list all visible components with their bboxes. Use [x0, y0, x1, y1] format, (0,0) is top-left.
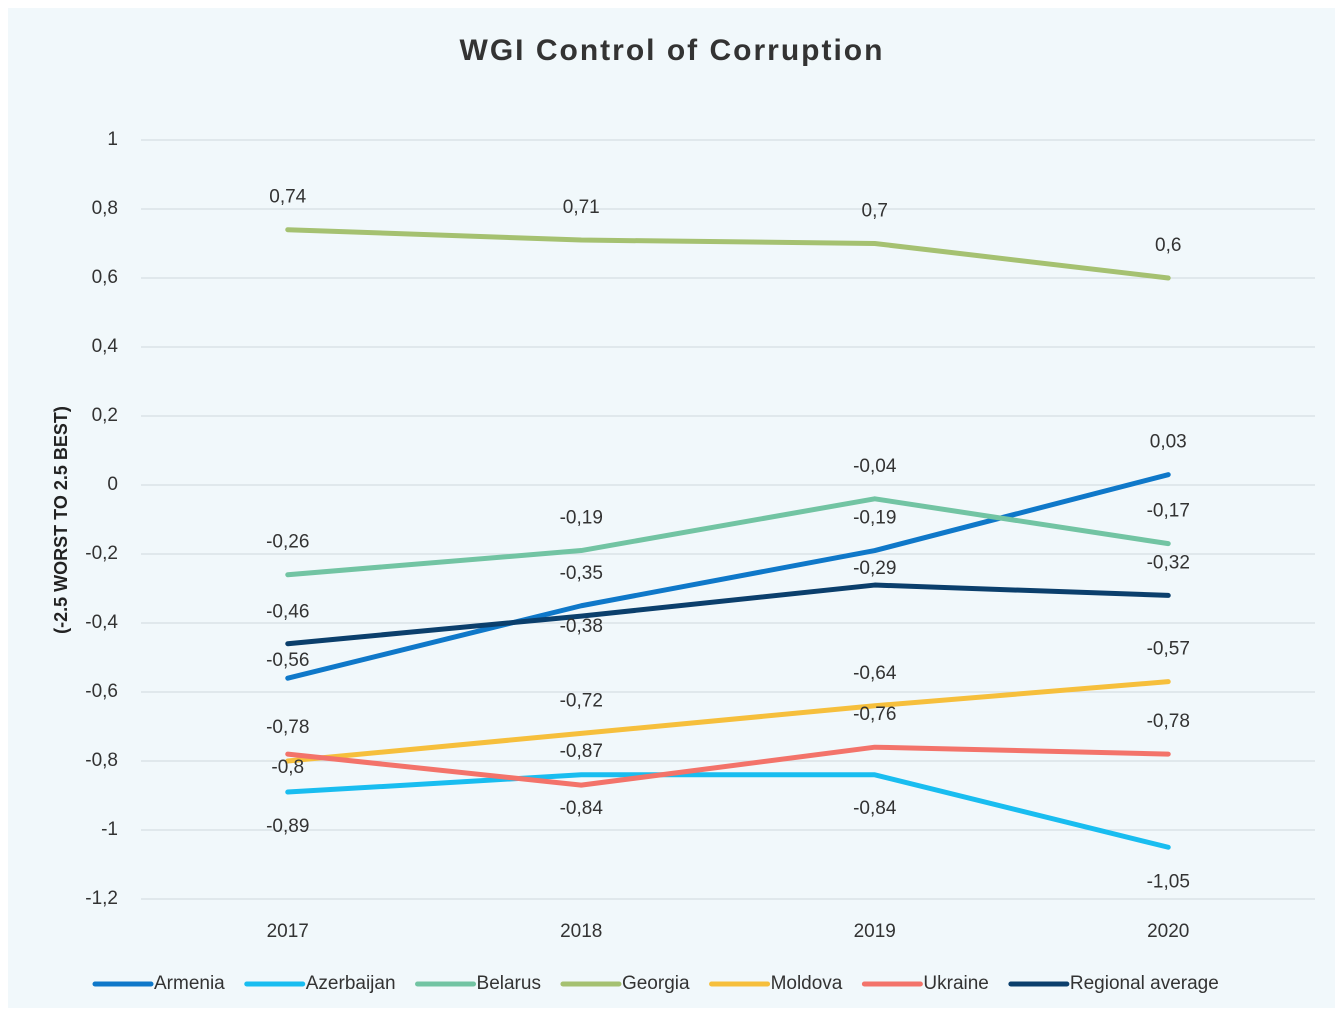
legend-label: Azerbaijan [306, 973, 396, 994]
series-line [285, 496, 1171, 578]
data-label: 0,74 [269, 187, 306, 208]
data-label: 0,71 [563, 197, 600, 218]
data-label: -0,72 [560, 690, 603, 711]
y-tick-label: -0,4 [85, 612, 118, 633]
y-tick-label: -1 [101, 819, 118, 840]
y-tick-label: -0,2 [85, 543, 118, 564]
x-tick-label: 2018 [560, 921, 602, 942]
chart-title: WGI Control of Corruption [460, 34, 885, 67]
chart-background [8, 8, 1335, 1008]
y-tick-label: 1 [107, 129, 118, 150]
data-label: -0,46 [266, 602, 309, 623]
data-label: -0,35 [560, 563, 603, 584]
data-label: -0,64 [853, 663, 897, 684]
series-line [285, 582, 1171, 647]
legend-label: Ukraine [923, 973, 988, 994]
data-label: -0,19 [560, 508, 603, 529]
y-tick-label: -1,2 [85, 888, 118, 909]
x-tick-label: 2020 [1147, 921, 1189, 942]
y-tick-label: 0 [107, 474, 118, 495]
data-label: -0,56 [266, 650, 309, 671]
data-label: -0,29 [853, 558, 896, 579]
legend-label: Moldova [771, 973, 843, 994]
series-line [285, 679, 1171, 764]
data-label: -0,04 [853, 456, 897, 477]
data-label: -0,87 [560, 741, 603, 762]
data-label: 0,03 [1150, 432, 1187, 453]
data-label: -0,78 [1147, 711, 1190, 732]
y-tick-label: 0,2 [92, 405, 118, 426]
data-label: -0,17 [1147, 501, 1190, 522]
data-label: -0,89 [266, 816, 309, 837]
y-tick-label: 0,4 [92, 336, 119, 357]
data-label: -0,8 [271, 757, 304, 778]
series-line [285, 227, 1171, 281]
y-tick-label: -0,6 [85, 681, 118, 702]
data-label: -0,19 [853, 508, 896, 529]
y-tick-label: 0,8 [92, 198, 118, 219]
y-tick-label: -0,8 [85, 750, 118, 771]
y-tick-label: 0,6 [92, 267, 118, 288]
data-label: -0,84 [560, 798, 604, 819]
data-label: -0,26 [266, 532, 309, 553]
data-label: -0,32 [1147, 552, 1190, 573]
series-line [285, 472, 1171, 681]
series-line [285, 772, 1171, 850]
data-label: -0,78 [266, 717, 309, 738]
data-label: -0,84 [853, 798, 897, 819]
data-label: -1,05 [1147, 871, 1190, 892]
y-axis-label: (-2.5 WORST TO 2.5 BEST) [51, 406, 71, 634]
legend-label: Belarus [477, 973, 541, 994]
x-tick-label: 2017 [267, 921, 309, 942]
data-label: -0,57 [1147, 639, 1190, 660]
data-label: -0,38 [560, 616, 603, 637]
series-line [285, 744, 1171, 788]
legend-label: Armenia [154, 973, 225, 994]
data-label: 0,6 [1155, 235, 1181, 256]
data-label: -0,76 [853, 704, 896, 725]
legend-label: Georgia [622, 973, 690, 994]
data-label: 0,7 [862, 201, 888, 222]
legend-label: Regional average [1070, 973, 1219, 994]
x-tick-label: 2019 [854, 921, 896, 942]
